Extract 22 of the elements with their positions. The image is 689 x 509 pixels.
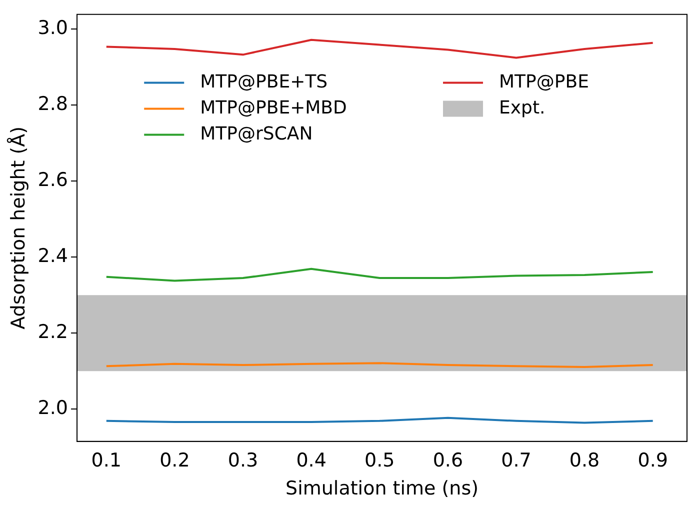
legend-label: MTP@PBE — [499, 71, 589, 92]
x-tick-label: 0.8 — [569, 450, 600, 472]
x-tick-label: 0.9 — [638, 450, 668, 472]
x-tick-label: 0.3 — [228, 450, 258, 472]
y-tick-label: 2.6 — [38, 169, 68, 192]
legend-label: MTP@rSCAN — [200, 123, 313, 144]
x-tick-label: 0.4 — [296, 450, 326, 472]
x-axis-title: Simulation time (ns) — [286, 478, 478, 500]
y-tick-label: 2.2 — [38, 321, 68, 344]
legend-label: Expt. — [499, 97, 546, 118]
y-tick-label: 2.4 — [38, 245, 68, 268]
x-tick-label: 0.2 — [160, 450, 190, 472]
y-tick-label: 3.0 — [38, 17, 68, 40]
y-tick-label: 2.0 — [38, 397, 68, 420]
y-tick-label: 2.8 — [38, 93, 68, 116]
x-tick-label: 0.5 — [364, 450, 395, 472]
x-tick-label: 0.7 — [501, 450, 532, 472]
x-tick-label: 0.1 — [91, 450, 122, 472]
y-axis-title: Adsorption height (Å) — [6, 126, 30, 330]
legend-label: MTP@PBE+TS — [200, 71, 328, 92]
legend-label: MTP@PBE+MBD — [200, 97, 347, 118]
x-tick-label: 0.6 — [432, 450, 464, 472]
